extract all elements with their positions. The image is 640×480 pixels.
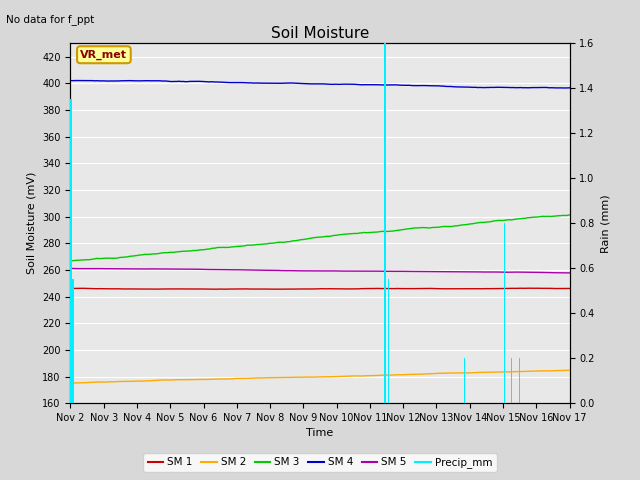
Title: Soil Moisture: Soil Moisture: [271, 25, 369, 41]
Y-axis label: Rain (mm): Rain (mm): [600, 194, 611, 252]
Bar: [388, 279, 389, 403]
Bar: [519, 358, 520, 403]
Y-axis label: Soil Moisture (mV): Soil Moisture (mV): [26, 172, 36, 275]
Text: VR_met: VR_met: [81, 49, 127, 60]
Bar: [70, 99, 72, 403]
Legend: SM 1, SM 2, SM 3, SM 4, SM 5, Precip_mm: SM 1, SM 2, SM 3, SM 4, SM 5, Precip_mm: [143, 453, 497, 472]
Bar: [464, 358, 465, 403]
Text: No data for f_ppt: No data for f_ppt: [6, 14, 95, 25]
Bar: [72, 279, 74, 403]
X-axis label: Time: Time: [307, 429, 333, 438]
Bar: [384, 43, 385, 403]
Bar: [504, 223, 506, 403]
Bar: [511, 358, 512, 403]
